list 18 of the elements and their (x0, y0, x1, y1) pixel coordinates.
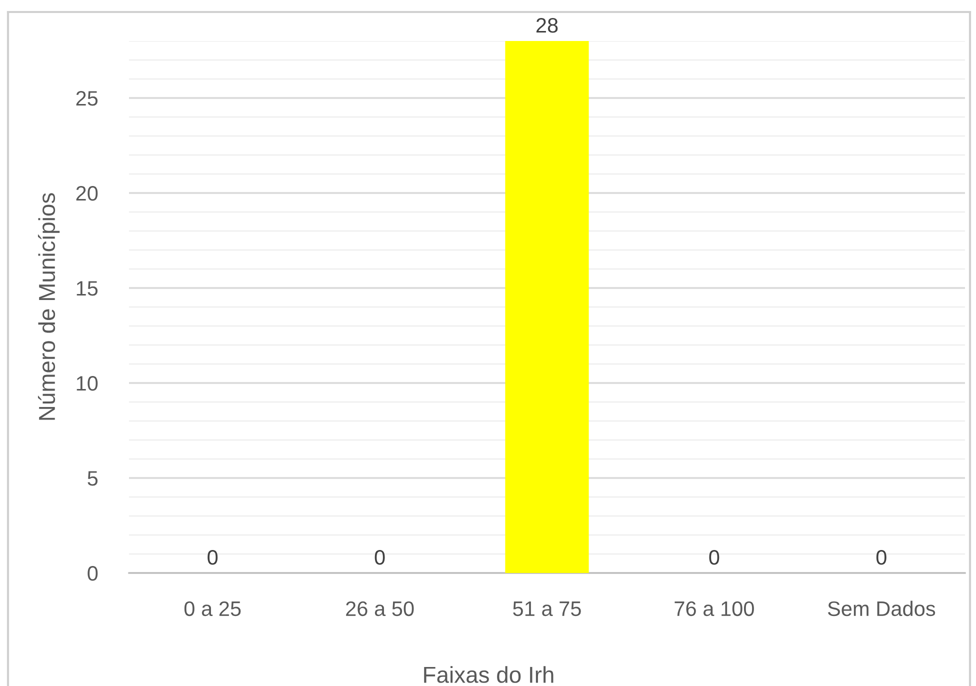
data-label: 0 (208, 550, 218, 565)
data-label: 0 (876, 550, 886, 565)
x-tick-label: Sem Dados (828, 600, 936, 616)
y-tick-label: 5 (88, 471, 98, 486)
y-tick-label: 15 (76, 281, 98, 296)
y-tick-label: 0 (88, 566, 98, 581)
data-label: 0 (374, 550, 385, 565)
data-label: 28 (536, 18, 558, 33)
x-tick-label: 76 a 100 (674, 601, 754, 616)
x-tick-label: 26 a 50 (346, 601, 414, 616)
y-tick-label: 20 (76, 186, 98, 201)
y-tick-label: 10 (76, 376, 98, 391)
x-tick-label: 0 a 25 (184, 601, 241, 616)
data-label: 0 (709, 550, 720, 565)
x-tick-label: 51 a 75 (513, 602, 581, 616)
x-axis-title: Faixas do Irh (424, 666, 554, 683)
y-tick-label: 25 (76, 91, 98, 106)
y-axis-title: Número de Municípios (38, 193, 60, 420)
